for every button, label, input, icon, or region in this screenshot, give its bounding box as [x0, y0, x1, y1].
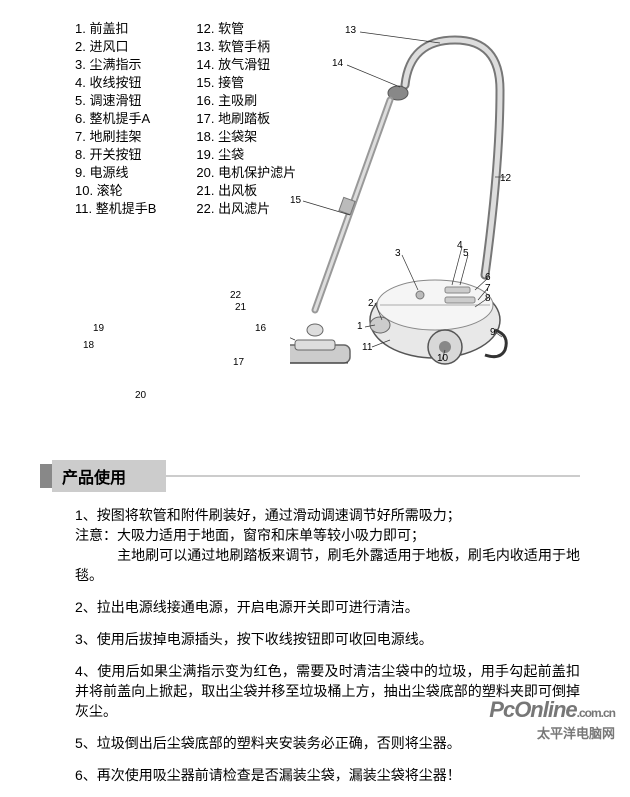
instruction-item: 3、使用后拔掉电源插头，按下收线按钮即可收回电源线。	[75, 629, 580, 649]
header-rule	[166, 475, 580, 477]
part-item: 17. 地刷踏板	[196, 110, 296, 128]
diagram-label: 4	[457, 240, 463, 251]
diagram-label: 12	[500, 173, 511, 184]
instruction-item: 2、拉出电源线接通电源，开启电源开关即可进行清洁。	[75, 597, 580, 617]
part-item: 9. 电源线	[75, 164, 156, 182]
part-item: 21. 出风板	[196, 182, 296, 200]
instructions-list: 1、按图将软管和附件刷装好，通过滑动调速调节好所需吸力； 注意：大吸力适用于地面…	[75, 505, 580, 797]
watermark-logo-main: PcOnline	[489, 697, 576, 722]
part-item: 16. 主吸刷	[196, 92, 296, 110]
diagram-label: 18	[83, 340, 94, 351]
part-item: 4. 收线按钮	[75, 74, 156, 92]
diagram-label: 3	[395, 248, 401, 259]
vacuum-diagram-svg	[290, 25, 610, 415]
part-item: 13. 软管手柄	[196, 38, 296, 56]
part-item: 10. 滚轮	[75, 182, 156, 200]
diagram-label: 19	[93, 323, 104, 334]
watermark-text: 太平洋电脑网	[489, 723, 615, 742]
section-header: 产品使用	[40, 460, 580, 492]
watermark: PcOnline.com.cn 太平洋电脑网	[489, 697, 615, 742]
diagram-label: 8	[485, 293, 491, 304]
part-item: 14. 放气滑钮	[196, 56, 296, 74]
manual-page: 1. 前盖扣 2. 进风口 3. 尘满指示 4. 收线按钮 5. 调速滑钮 6.…	[0, 0, 630, 754]
parts-column-1: 1. 前盖扣 2. 进风口 3. 尘满指示 4. 收线按钮 5. 调速滑钮 6.…	[75, 20, 156, 218]
part-item: 20. 电机保护滤片	[196, 164, 296, 182]
part-item: 2. 进风口	[75, 38, 156, 56]
diagram-label: 10	[437, 353, 448, 364]
product-diagram: 13141215345678291111016171819222120	[290, 25, 610, 415]
diagram-label: 21	[235, 302, 246, 313]
diagram-label: 16	[255, 323, 266, 334]
parts-list: 1. 前盖扣 2. 进风口 3. 尘满指示 4. 收线按钮 5. 调速滑钮 6.…	[75, 20, 296, 218]
part-item: 6. 整机提手A	[75, 110, 156, 128]
header-accent-bar	[40, 464, 52, 488]
diagram-label: 17	[233, 357, 244, 368]
diagram-label: 22	[230, 290, 241, 301]
part-item: 15. 接管	[196, 74, 296, 92]
part-item: 5. 调速滑钮	[75, 92, 156, 110]
diagram-label: 6	[485, 272, 491, 283]
part-item: 12. 软管	[196, 20, 296, 38]
watermark-logo: PcOnline.com.cn	[489, 697, 615, 723]
parts-column-2: 12. 软管 13. 软管手柄 14. 放气滑钮 15. 接管 16. 主吸刷 …	[196, 20, 296, 218]
part-item: 19. 尘袋	[196, 146, 296, 164]
part-item: 3. 尘满指示	[75, 56, 156, 74]
part-item: 8. 开关按钮	[75, 146, 156, 164]
watermark-logo-suffix: .com.cn	[577, 706, 615, 720]
diagram-label: 1	[357, 321, 363, 332]
part-item: 7. 地刷挂架	[75, 128, 156, 146]
part-item: 1. 前盖扣	[75, 20, 156, 38]
part-item: 22. 出风滤片	[196, 200, 296, 218]
diagram-label: 2	[368, 298, 374, 309]
diagram-label: 5	[463, 248, 469, 259]
diagram-label: 15	[290, 195, 301, 206]
section-title: 产品使用	[52, 460, 166, 492]
diagram-label: 9	[490, 327, 496, 338]
diagram-label: 13	[345, 25, 356, 36]
instruction-item: 6、再次使用吸尘器前请检查是否漏装尘袋，漏装尘袋将尘器！	[75, 765, 580, 785]
part-item: 11. 整机提手B	[75, 200, 156, 218]
diagram-label: 20	[135, 390, 146, 401]
part-item: 18. 尘袋架	[196, 128, 296, 146]
diagram-label: 11	[362, 342, 372, 353]
diagram-label: 14	[332, 58, 343, 69]
instruction-item: 1、按图将软管和附件刷装好，通过滑动调速调节好所需吸力； 注意：大吸力适用于地面…	[75, 505, 580, 585]
